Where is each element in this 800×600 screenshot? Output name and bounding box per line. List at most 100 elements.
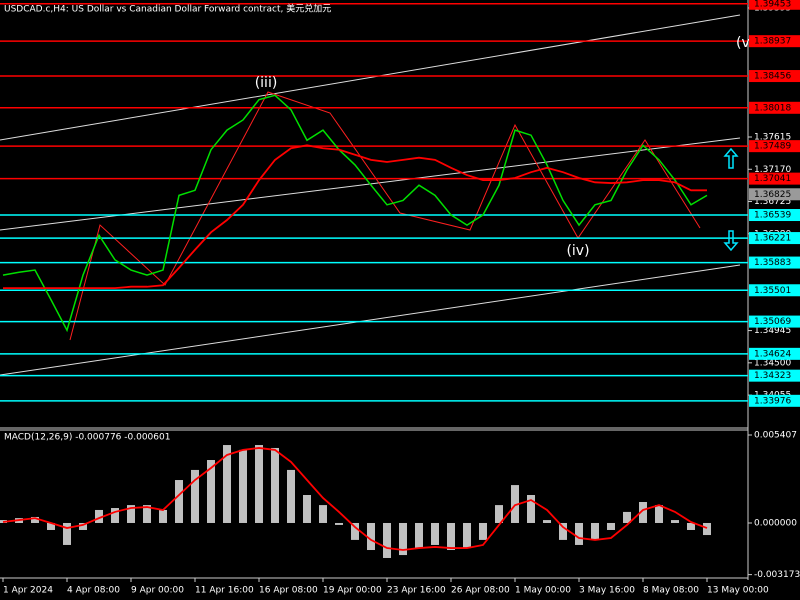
- level-label-box: [749, 394, 800, 407]
- x-tick-label: 16 Apr 08:00: [259, 586, 318, 596]
- level-label-box: [749, 284, 800, 297]
- x-tick-label: 19 Apr 00:00: [323, 586, 382, 596]
- histogram-bar: [223, 445, 231, 523]
- histogram-bar: [687, 522, 695, 530]
- level-label: 1.36221: [754, 234, 791, 244]
- x-tick-label: 23 Apr 16:00: [387, 586, 446, 596]
- x-tick-label: 1 Apr 2024: [3, 586, 53, 596]
- histogram-bar: [175, 480, 183, 523]
- histogram-bar: [351, 522, 359, 540]
- histogram-bar: [623, 511, 631, 523]
- level-label: 1.37041: [754, 174, 791, 184]
- histogram-bar: [47, 522, 55, 530]
- level-label-box: [749, 101, 800, 114]
- histogram-bar: [447, 522, 455, 551]
- histogram-bar: [127, 505, 135, 523]
- histogram-bar: [255, 445, 263, 523]
- level-label: 1.33976: [754, 396, 791, 406]
- level-label: 1.34624: [754, 349, 791, 359]
- levels: [0, 3, 748, 402]
- histogram-bar: [143, 505, 151, 523]
- x-tick-label: 1 May 00:00: [515, 586, 571, 596]
- histogram-bar: [159, 509, 167, 523]
- current-price-box: [749, 188, 800, 201]
- level-label: 1.36539: [754, 211, 791, 221]
- histogram-bar: [367, 522, 375, 551]
- up-arrow: [723, 147, 739, 169]
- y-tick-label: 1.36725: [754, 197, 791, 207]
- level-label: 1.38937: [754, 37, 791, 47]
- level-label-box: [749, 369, 800, 382]
- current-price-label: 1.36825: [754, 190, 791, 200]
- chart-title: USDCAD.c,H4: US Dollar vs Canadian Dolla…: [4, 3, 331, 15]
- histogram-bar: [31, 516, 39, 523]
- level-label: 1.35883: [754, 258, 791, 268]
- level-label-box: [749, 256, 800, 269]
- level-label-box: [749, 347, 800, 360]
- y-tick-label: 1.34500: [754, 358, 791, 368]
- x-tick-label: 4 Apr 08:00: [67, 586, 120, 596]
- y-tick-label: 1.37615: [754, 133, 791, 143]
- y-tick-label: 0.000000: [754, 518, 797, 528]
- histogram-bar: [287, 469, 295, 523]
- x-tick-label: 26 Apr 08:00: [451, 586, 510, 596]
- level-label: 1.35069: [754, 317, 791, 327]
- macd-label: MACD(12,26,9) -0.000776 -0.000601: [4, 433, 170, 443]
- histogram-bar: [655, 505, 663, 523]
- histogram-bar: [527, 495, 535, 523]
- wave-label: (v: [736, 35, 750, 51]
- histogram-bar: [191, 469, 199, 523]
- histogram-bar: [607, 522, 615, 530]
- histogram-bar: [575, 522, 583, 545]
- level-label-box: [749, 315, 800, 328]
- level-label-box: [749, 70, 800, 83]
- histogram-bar: [335, 522, 343, 525]
- y-tick-label: 0.005407: [754, 430, 797, 440]
- histogram-bar: [207, 460, 215, 523]
- histogram-bar: [415, 522, 423, 549]
- histogram-bar: [639, 501, 647, 523]
- histogram-bar: [111, 508, 119, 523]
- level-label-box: [749, 0, 800, 10]
- series-line: [2, 447, 708, 551]
- level-label-box: [749, 140, 800, 153]
- histogram-bar: [591, 522, 599, 540]
- level-label-box: [749, 172, 800, 185]
- level-label-box: [749, 209, 800, 222]
- histogram-bar: [463, 522, 471, 549]
- y-tick-label: -0.003173: [754, 570, 800, 580]
- x-tick-label: 8 May 08:00: [643, 586, 699, 596]
- histogram-bar: [63, 522, 71, 545]
- histogram-bar: [479, 522, 487, 540]
- wave-lines: [69, 91, 701, 341]
- histogram-bar: [703, 522, 711, 536]
- x-tick-label: 11 Apr 16:00: [195, 586, 254, 596]
- histogram-bar: [383, 522, 391, 558]
- level-label: 1.35501: [754, 286, 791, 296]
- x-tick-label: 3 May 16:00: [579, 586, 635, 596]
- y-tick-label: 1.34945: [754, 326, 791, 336]
- histogram-bar: [303, 495, 311, 523]
- histogram-bar: [495, 505, 503, 523]
- histogram-bar: [559, 522, 567, 540]
- y-tick-label: 1.37170: [754, 165, 791, 175]
- level-label-box: [749, 232, 800, 245]
- x-tick-label: 13 May 00:00: [707, 586, 769, 596]
- wave-label: (iii): [255, 75, 278, 91]
- level-label: 1.34323: [754, 371, 791, 381]
- histogram-bar: [399, 522, 407, 556]
- level-label: 1.39453: [754, 0, 791, 9]
- histogram-bar: [511, 485, 519, 523]
- histogram-bar: [671, 520, 679, 523]
- histogram-bar: [79, 522, 87, 530]
- histogram-bar: [271, 447, 279, 523]
- wave-label: (iv): [566, 243, 589, 259]
- level-label: 1.38018: [754, 103, 791, 113]
- level-label: 1.38456: [754, 72, 791, 82]
- histogram-bar: [431, 522, 439, 545]
- level-label: 1.37489: [754, 142, 791, 152]
- series-line: [2, 94, 708, 333]
